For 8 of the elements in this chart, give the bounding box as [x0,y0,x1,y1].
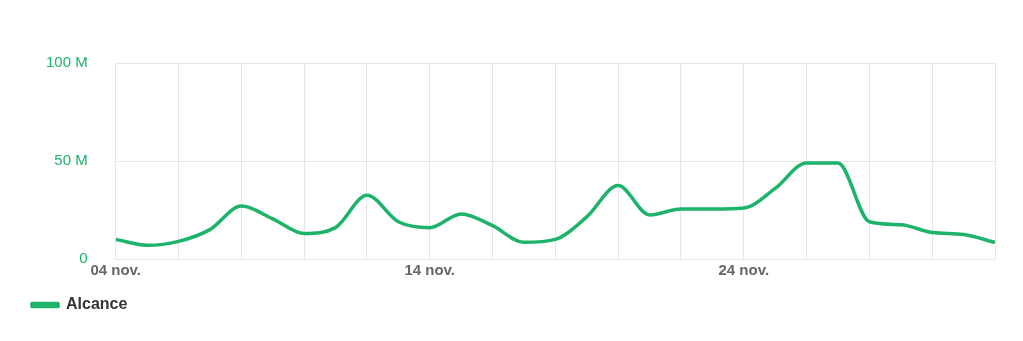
y-tick-label: 100 M [45,53,88,71]
legend-label: Alcance [66,295,128,313]
x-tick-label: 04 nov. [90,261,141,279]
x-tick-label: 14 nov. [404,261,456,279]
line-series [115,161,995,248]
y-tick-label: 0 [79,249,88,267]
y-tick-label: 50 M [54,151,88,169]
x-tick-label: 24 nov. [718,261,770,279]
